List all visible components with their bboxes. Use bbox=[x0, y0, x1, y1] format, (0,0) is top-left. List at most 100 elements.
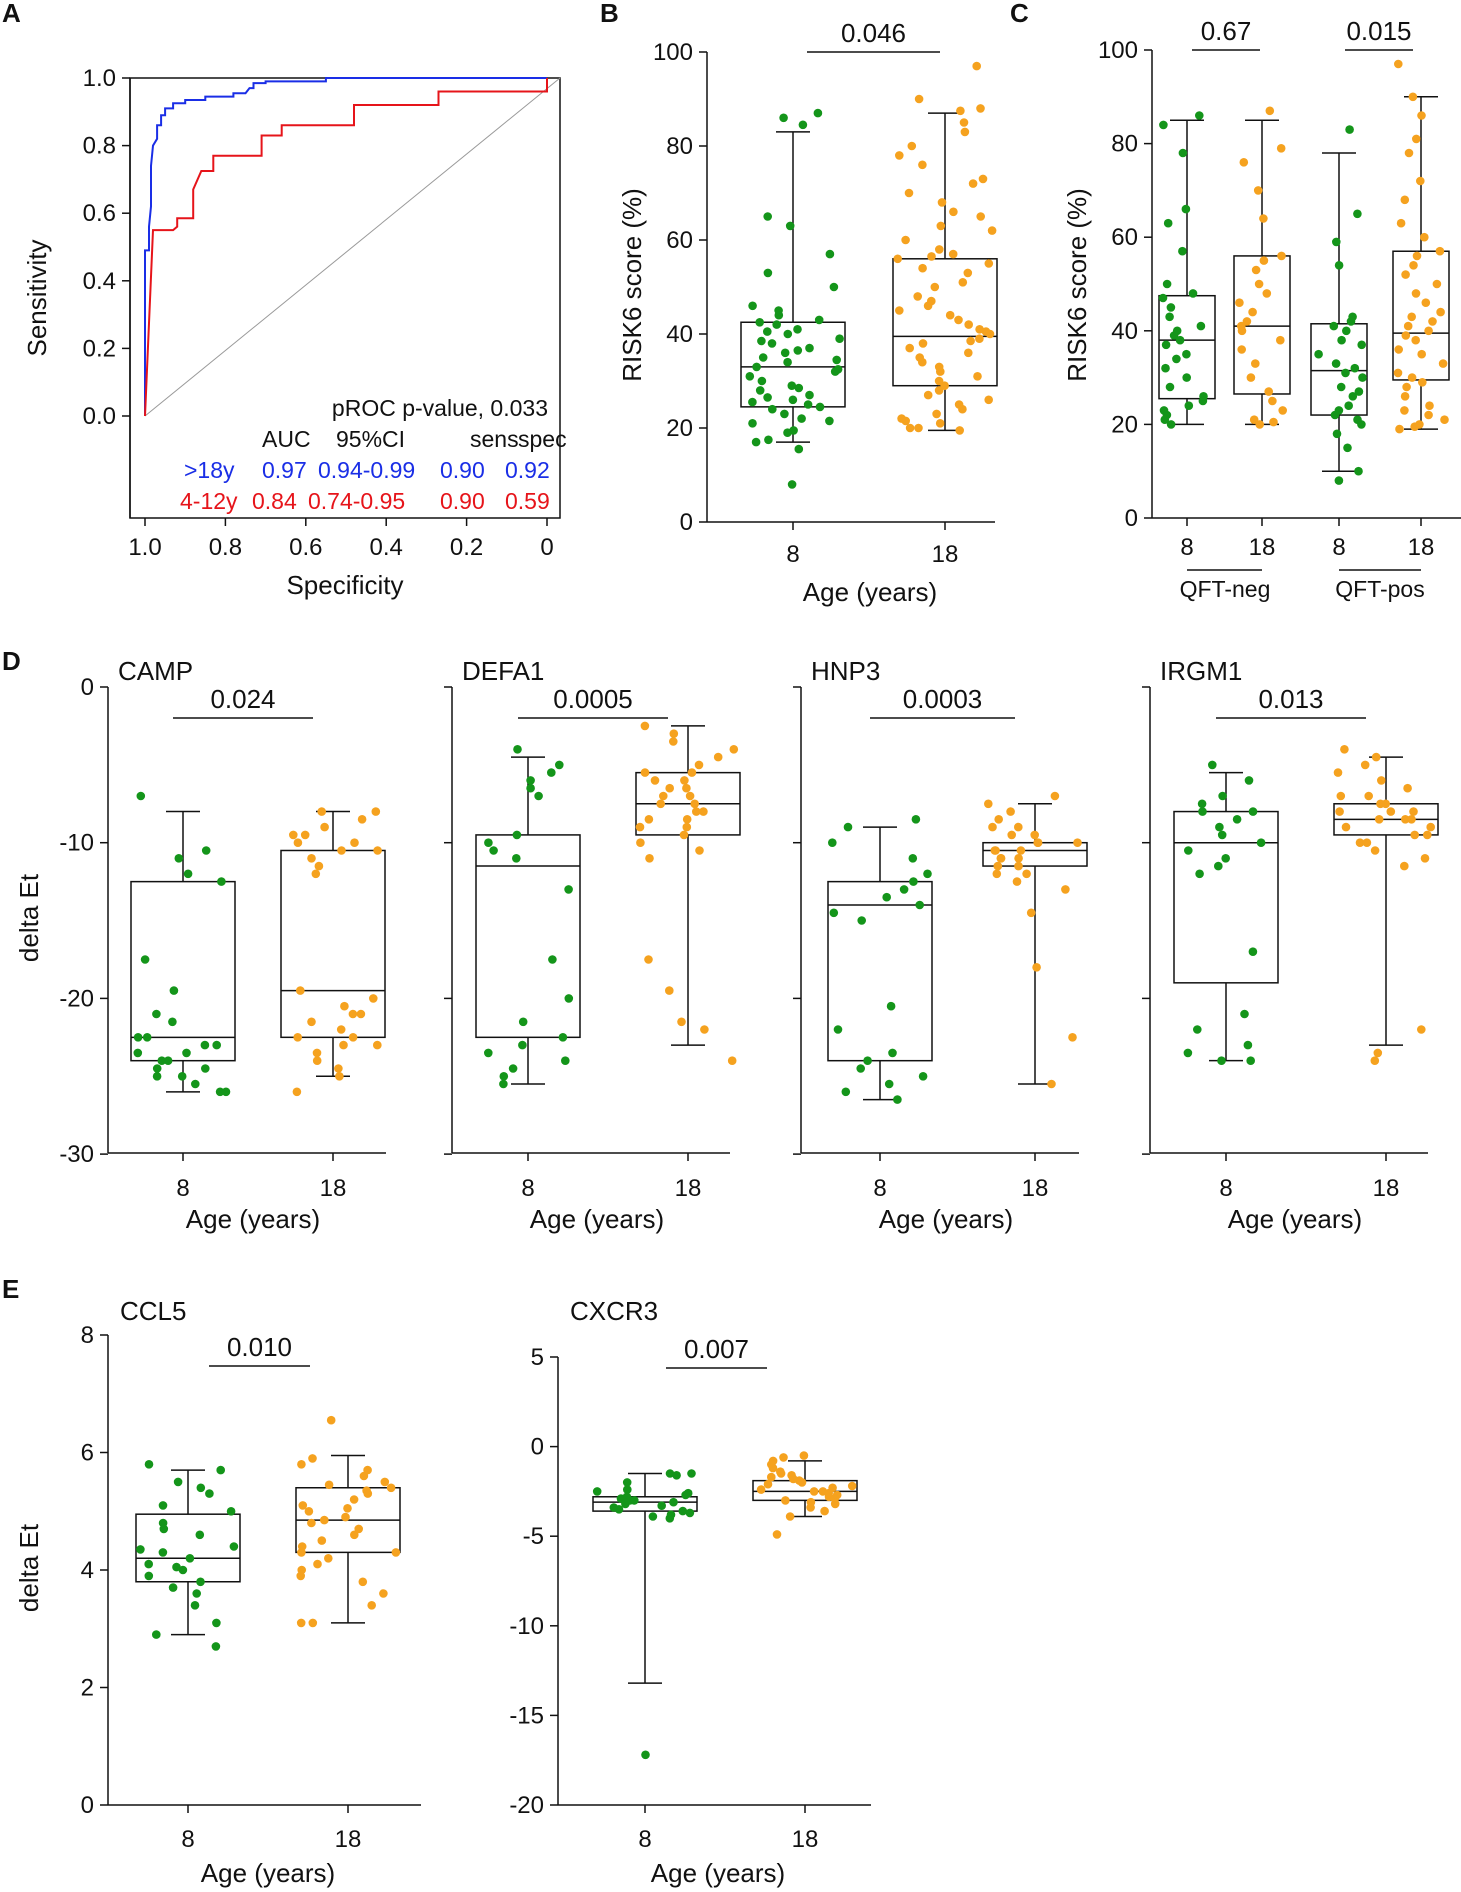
panel-d-camp-group-18-data-point bbox=[336, 1025, 346, 1034]
panel-d-defa1-group-8-data-point bbox=[534, 791, 543, 801]
panel-b-group-18-data-point bbox=[914, 423, 923, 433]
panel-e-cxcr3-group-18-data-point bbox=[832, 1490, 842, 1500]
panel-b-group-18-data-point bbox=[968, 179, 978, 188]
panel-c-x-tick-label: 8 bbox=[1332, 534, 1345, 561]
roc-y-tick-label: 0.2 bbox=[83, 335, 116, 362]
panel-c-group-1-data-point bbox=[1268, 396, 1277, 406]
panel-d-irgm1-group-8-data-point bbox=[1243, 1040, 1253, 1050]
panel-c-group-1-data-point bbox=[1259, 256, 1269, 265]
panel-e-ccl5-group-18-data-point bbox=[320, 1515, 329, 1525]
panel-d-irgm1-group-18-data-point bbox=[1335, 807, 1344, 816]
panel-e-cxcr3-group-8-data-point bbox=[678, 1506, 688, 1516]
panel-c-group-3-data-point bbox=[1403, 321, 1413, 331]
panel-c-group-0-data-point bbox=[1199, 392, 1208, 401]
panel-b-group-18-data-point bbox=[960, 127, 970, 137]
panel-d-x-tick-label: 18 bbox=[1022, 1175, 1049, 1202]
panel-c-group-2-data-point bbox=[1336, 382, 1346, 392]
panel-b-group-18-data-point bbox=[914, 94, 924, 104]
panel-c-group-2-data-point bbox=[1334, 261, 1344, 270]
panel-d-hnp3-group-18-data-point bbox=[988, 822, 997, 832]
panel-b-group-18-box bbox=[892, 258, 998, 387]
panel-d-irgm1-group-18-data-point bbox=[1336, 791, 1346, 801]
panel-b-group-18-data-point bbox=[918, 263, 927, 273]
panel-c-group-0-data-point bbox=[1163, 218, 1173, 228]
panel-d-irgm1-group-18-data-point bbox=[1341, 822, 1351, 832]
panel-c-group-2-data-point bbox=[1332, 429, 1342, 439]
panel-c-y-tick-label: 40 bbox=[1111, 318, 1138, 345]
panel-c-group-2-data-point bbox=[1342, 326, 1351, 336]
panel-b-group-8-data-point bbox=[748, 397, 757, 407]
panel-d-camp-group-8-data-point bbox=[177, 1072, 187, 1081]
roc-legend-header-ci: 95%CI bbox=[336, 426, 405, 452]
panel-d-defa1-group-8-data-point bbox=[518, 1017, 528, 1027]
panel-d-camp-group-18-data-point bbox=[335, 1072, 344, 1081]
panel-d-irgm1-group-18-data-point bbox=[1371, 752, 1381, 762]
panel-b-group-18-data-point bbox=[905, 343, 914, 353]
panel-c-group-3-data-point bbox=[1394, 59, 1403, 69]
panel-d-irgm1-group-18-data-point bbox=[1362, 838, 1372, 847]
panel-d-defa1-group-8-data-point bbox=[548, 955, 557, 964]
panel-e-ccl5-group-8-data-point bbox=[158, 1501, 168, 1510]
panel-e-cxcr3-group-8-data-point bbox=[648, 1512, 658, 1521]
panel-d-hnp3-group-18-data-point bbox=[994, 815, 1003, 824]
panel-d-hnp3-title: HNP3 bbox=[811, 656, 880, 686]
panel-c-group-1-data-point bbox=[1276, 335, 1285, 345]
panel-b-group-8-data-point bbox=[772, 320, 781, 329]
panel-d-camp-y-tick-label: -20 bbox=[59, 985, 94, 1012]
panel-b-group-18-data-point bbox=[934, 362, 944, 372]
panel-d-camp-group-8-data-point bbox=[152, 1072, 162, 1081]
panel-d-irgm1-group-18-data-point bbox=[1403, 783, 1412, 793]
panel-e-cxcr3-group-18-data-point bbox=[772, 1530, 782, 1539]
panel-c-group-0-data-point bbox=[1175, 335, 1185, 345]
panel-c-group-3-data-point bbox=[1402, 382, 1411, 392]
panel-d-defa1-group-18-data-point bbox=[727, 1056, 737, 1065]
panel-d-hnp3-group-8-data-point bbox=[909, 877, 918, 886]
panel-e-ccl5-group-18-data-point bbox=[326, 1415, 336, 1425]
panel-d-camp-group-18-data-point bbox=[356, 1009, 366, 1019]
panel-d-camp-group-18-data-point bbox=[337, 846, 346, 855]
panel-d-irgm1-group-18-data-point bbox=[1364, 791, 1373, 801]
panel-d-hnp3-group-8-data-point bbox=[918, 1072, 928, 1081]
panel-d-camp-title: CAMP bbox=[118, 656, 193, 686]
panel-c-group-1-data-point bbox=[1254, 279, 1264, 289]
panel-d-hnp3-group-18-data-point bbox=[993, 861, 1003, 871]
panel-e-cxcr3-y-tick-label: -20 bbox=[509, 1792, 544, 1819]
panel-d-camp-group-18-data-point bbox=[348, 1009, 358, 1019]
panel-c-group-1-data-point bbox=[1276, 144, 1286, 153]
panel-d-irgm1-group-8-data-point bbox=[1221, 854, 1230, 863]
panel-c-group-1-data-point bbox=[1269, 417, 1278, 427]
panel-e-cxcr3-group-18-data-point bbox=[776, 1467, 785, 1476]
panel-b-group-8-data-point bbox=[745, 372, 755, 381]
panel-e-ccl5-group-18-data-point bbox=[297, 1460, 306, 1469]
panel-c-group-2-data-point bbox=[1334, 476, 1344, 485]
panel-d-x-tick-label: 8 bbox=[873, 1175, 886, 1202]
panel-e-ccl5-group-8-data-point bbox=[152, 1630, 161, 1639]
panel-d-defa1-group-18-data-point bbox=[645, 854, 654, 863]
panel-d-hnp3-group-18-data-point bbox=[1068, 1033, 1077, 1042]
panel-e-ccl5-y-tick-label: 6 bbox=[81, 1440, 94, 1467]
panel-e-ccl5-group-18-data-point bbox=[350, 1530, 359, 1540]
panel-b-group-18-data-point bbox=[964, 348, 973, 358]
panel-e-ccl5-group-18-data-point bbox=[362, 1486, 371, 1495]
panel-d-x-tick-label: 8 bbox=[521, 1175, 534, 1202]
panel-e-cxcr3-group-18-data-point bbox=[818, 1487, 828, 1496]
panel-b-group-8-data-point bbox=[751, 437, 761, 447]
panel-d-defa1-group-18-data-point bbox=[690, 799, 699, 809]
panel-d-irgm1-group-8-data-point bbox=[1240, 1009, 1249, 1019]
panel-d-y-axis-label: delta Et bbox=[14, 873, 44, 962]
panel-b-group-8-data-point bbox=[815, 402, 825, 412]
panel-b-group-18-data-point bbox=[963, 268, 973, 278]
panel-c-group-0-data-point bbox=[1165, 312, 1174, 322]
panel-d-camp-group-8-data-point bbox=[133, 1033, 143, 1042]
panel-e-ccl5-group-8-data-point bbox=[190, 1601, 200, 1610]
panel-d-hnp3-group-8-data-point bbox=[856, 1064, 865, 1073]
panel-d-camp-group-8-data-point bbox=[169, 986, 179, 995]
panel-e-ccl5-group-8-data-point bbox=[192, 1589, 201, 1598]
panel-c-group-3-data-point bbox=[1400, 392, 1410, 401]
panel-b-group-18-data-point bbox=[930, 282, 940, 292]
panel-c-group-1-data-point bbox=[1262, 289, 1272, 298]
panel-c-qft-neg-p-value: 0.67 bbox=[1201, 16, 1252, 46]
panel-d-defa1-group-18-data-point bbox=[713, 752, 723, 762]
panel-d-hnp3-x-axis-label: Age (years) bbox=[879, 1204, 1013, 1234]
panel-e-ccl5-group-18-data-point bbox=[304, 1507, 314, 1516]
